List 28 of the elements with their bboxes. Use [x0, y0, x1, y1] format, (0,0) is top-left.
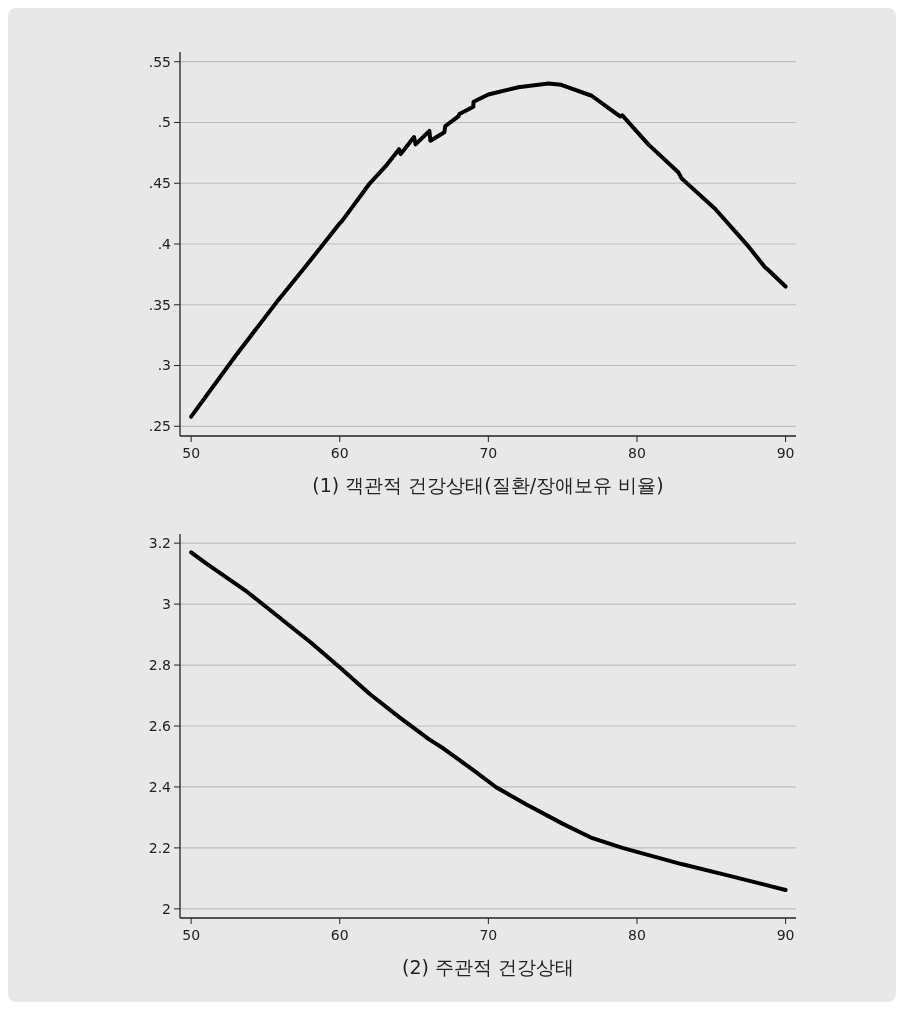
x-tick-label: 90 — [776, 445, 795, 461]
y-tick-label: 3 — [162, 596, 171, 612]
y-tick-label: 3.2 — [148, 535, 171, 552]
y-tick-label: 2.6 — [148, 717, 172, 734]
y-tick-label: .4 — [157, 235, 172, 252]
y-tick-label: 2.4 — [148, 778, 172, 795]
line-series — [189, 81, 788, 419]
x-axis-title: (2) 주관적 건강상태 — [402, 956, 574, 978]
x-tick-label: 70 — [479, 927, 498, 943]
y-tick-label: .55 — [148, 53, 171, 70]
y-tick-label: .35 — [148, 296, 171, 313]
x-tick-label: 50 — [182, 927, 201, 943]
line-series — [189, 550, 788, 892]
x-tick-label: 50 — [182, 445, 201, 461]
x-tick-label: 80 — [628, 927, 646, 943]
y-tick-label: .45 — [148, 175, 171, 192]
x-tick-label: 70 — [479, 445, 498, 461]
x-axis-title: (1) 객관적 건강상태(질환/장애보유 비율) — [312, 474, 664, 496]
x-tick-label: 60 — [330, 445, 349, 461]
x-tick-label: 60 — [330, 927, 349, 943]
y-tick-label: .25 — [148, 418, 171, 435]
y-tick-label: 2.8 — [148, 656, 171, 673]
y-tick-label: 2.2 — [148, 839, 171, 856]
x-tick-label: 80 — [628, 445, 646, 461]
y-tick-label: 2 — [162, 900, 171, 917]
y-tick-label: .5 — [157, 114, 171, 131]
y-tick-label: .3 — [157, 357, 171, 374]
x-tick-label: 90 — [776, 927, 795, 943]
